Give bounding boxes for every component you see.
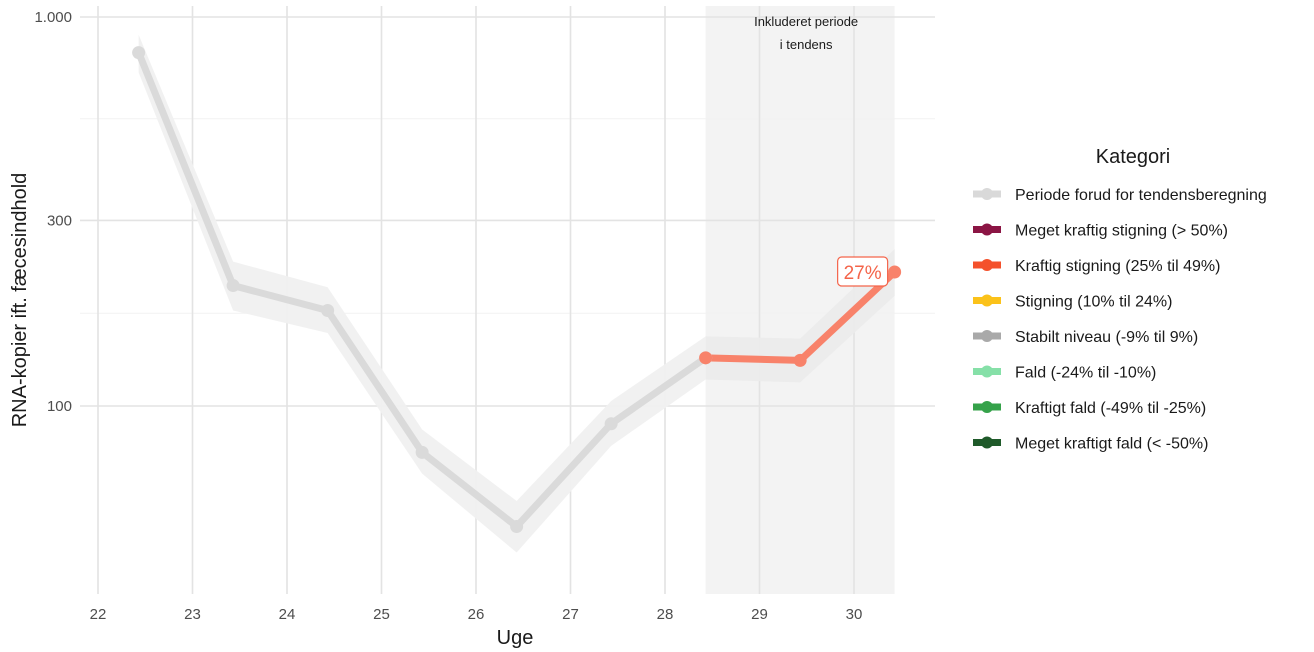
legend-label: Periode forud for tendensberegning [1015, 187, 1267, 204]
legend-label: Kraftig stigning (25% til 49%) [1015, 258, 1220, 275]
legend-key-dot [981, 401, 993, 413]
band-series-0 [138, 34, 706, 553]
band-series-1 [705, 249, 895, 383]
x-tick-label: 30 [846, 606, 863, 623]
x-tick-label: 22 [90, 606, 107, 623]
annotation-box [837, 256, 889, 287]
legend-title: Kategori [1096, 146, 1171, 168]
x-tick-label: 27 [562, 606, 579, 623]
labels: 22 23 24 25 26 27 28 29 30 100 300 1.000 Uge RNA-kopi… [9, 9, 889, 649]
y-tick-label: 1.000 [34, 9, 72, 26]
y-tick-label: 300 [47, 212, 72, 229]
y-axis-title: RNA-kopier ift. fæcesindhold [9, 173, 31, 428]
point-series-1-0 [699, 351, 713, 365]
y-tick-label: 100 [47, 398, 72, 415]
point-series-1-1 [793, 353, 807, 367]
legend-label: Fald (-24% til -10%) [1015, 365, 1156, 382]
legend-label: Stabilt niveau (-9% til 9%) [1015, 329, 1198, 346]
x-tick-label: 29 [751, 606, 768, 623]
legend-key-dot [981, 294, 993, 307]
point-series-0-1 [226, 279, 240, 293]
point-series-0-5 [604, 417, 618, 431]
legend-key-dot [981, 330, 993, 342]
legend-key-dot [981, 223, 993, 236]
x-tick-label: 23 [184, 606, 201, 623]
legend: Kategori Periode forud for tendensberegni… [973, 146, 1267, 453]
shaded-period-label: i tendens [780, 37, 833, 52]
legend-key-dot [981, 259, 993, 271]
x-tick-label: 28 [657, 606, 674, 623]
legend-key-dot [981, 188, 993, 200]
shaded-period-label: Inkluderet periode [754, 14, 858, 29]
point-series-0-3 [415, 445, 429, 459]
annotation-text: 27% [844, 263, 882, 284]
point-series-0-0 [132, 46, 146, 60]
x-tick-label: 24 [279, 606, 296, 623]
legend-key-dot [981, 436, 993, 449]
point-series-0-4 [510, 520, 524, 534]
legend-label: Meget kraftig stigning (> 50%) [1015, 223, 1228, 240]
legend-label: Meget kraftigt fald (< -50%) [1015, 436, 1208, 453]
legend-label: Kraftigt fald (-49% til -25%) [1015, 400, 1206, 417]
legend-label: Stigning (10% til 24%) [1015, 294, 1172, 311]
x-tick-label: 25 [373, 606, 390, 623]
legend-key-dot [981, 365, 993, 378]
x-tick-label: 26 [468, 606, 485, 623]
point-series-1-2 [888, 265, 902, 279]
series-points [132, 46, 902, 534]
x-axis-title: Uge [497, 627, 534, 649]
point-series-0-2 [321, 303, 335, 317]
